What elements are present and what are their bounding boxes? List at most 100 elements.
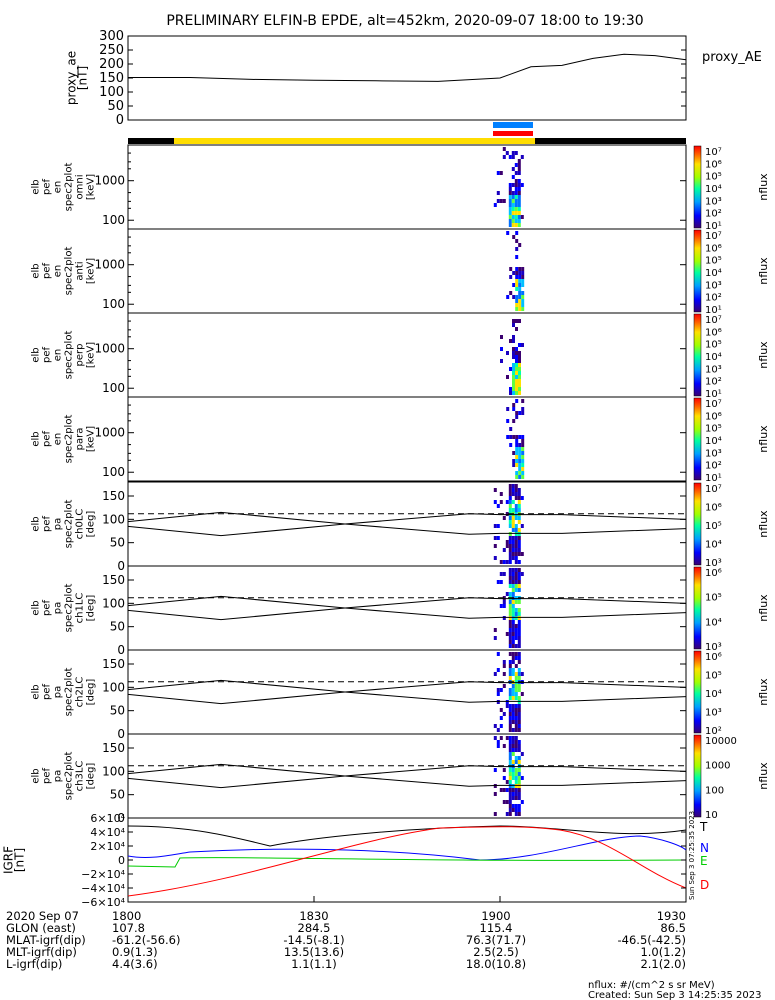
heatmap-cell bbox=[500, 347, 503, 351]
heatmap-cell bbox=[514, 203, 518, 207]
heatmap-cell bbox=[511, 712, 515, 716]
panel-ylabel-line: ch2LC bbox=[75, 677, 86, 708]
tick-label: 1000 bbox=[94, 258, 125, 272]
heatmap-cell bbox=[514, 600, 518, 604]
heatmap-cell bbox=[499, 604, 503, 608]
heatmap-cell bbox=[514, 516, 518, 520]
panel-ylabel-line: pa bbox=[53, 686, 64, 698]
colorbar-7: 10 100 1000 10000 nflux bbox=[693, 734, 770, 821]
heatmap-cell bbox=[511, 720, 515, 724]
heatmap-cell bbox=[514, 596, 518, 600]
heatmap-cell bbox=[515, 471, 519, 475]
colorbar-tick-label: 10¹ bbox=[705, 221, 722, 232]
panel-5: 0 50 100 150 elb pef pa spec2plot ch1LC [deg] bbox=[31, 565, 687, 657]
heatmap-cell bbox=[515, 299, 519, 303]
heatmap-cell bbox=[508, 808, 512, 812]
colorbar-tick-label: 10⁷ bbox=[705, 315, 722, 326]
heatmap-cell bbox=[511, 636, 515, 640]
heatmap-cell bbox=[515, 451, 519, 455]
heatmap-cell bbox=[518, 287, 522, 291]
heatmap-cell bbox=[509, 443, 513, 447]
heatmap-cell bbox=[518, 391, 521, 395]
heatmap-cell bbox=[508, 788, 512, 792]
heatmap-cell bbox=[521, 271, 525, 275]
heatmap-cell bbox=[512, 351, 515, 355]
heatmap-cell bbox=[508, 616, 512, 620]
heatmap-cell bbox=[518, 367, 521, 371]
heatmap-cell bbox=[511, 740, 515, 744]
heatmap-cell bbox=[514, 696, 518, 700]
heatmap-cell bbox=[496, 692, 500, 696]
heatmap-cell bbox=[515, 439, 519, 443]
heatmap-cell bbox=[517, 191, 521, 195]
heatmap-cell bbox=[520, 215, 524, 219]
heatmap-cell bbox=[517, 496, 521, 500]
heatmap-cell bbox=[512, 391, 515, 395]
heatmap-cell bbox=[521, 295, 525, 299]
heatmap-cell bbox=[508, 492, 512, 496]
heatmap-cell bbox=[502, 516, 506, 520]
heatmap-cell bbox=[508, 644, 512, 648]
heatmap-cell bbox=[508, 712, 512, 716]
heatmap-cell bbox=[517, 660, 521, 664]
heatmap bbox=[506, 231, 525, 311]
heatmap bbox=[493, 484, 524, 564]
panel-ylabel-line: pef bbox=[42, 600, 53, 617]
heatmap-cell bbox=[508, 496, 512, 500]
igrf-legend-T: T bbox=[699, 820, 708, 834]
heatmap-cell bbox=[505, 800, 509, 804]
ae-tick-label: 200 bbox=[99, 57, 124, 72]
heatmap-cell bbox=[518, 383, 521, 387]
heatmap-cell bbox=[514, 776, 518, 780]
table-row-label: L-igrf(dip) bbox=[6, 957, 62, 971]
anti-loss-cone-line bbox=[127, 681, 687, 705]
panel-4: 0 50 100 150 elb pef pa spec2plot ch0LC [deg] bbox=[31, 481, 687, 573]
heatmap-cell bbox=[517, 684, 521, 688]
heatmap-cell bbox=[518, 451, 522, 455]
igrf-legend-E: E bbox=[700, 854, 708, 868]
heatmap-cell bbox=[511, 556, 515, 560]
heatmap-cell bbox=[512, 459, 516, 463]
heatmap-cell bbox=[514, 183, 518, 187]
panel-frame bbox=[127, 144, 687, 230]
heatmap-cell bbox=[508, 740, 512, 744]
heatmap-cell bbox=[521, 303, 525, 307]
heatmap-cell bbox=[515, 355, 518, 359]
panel-ylabel-line: spec2plot bbox=[64, 247, 75, 296]
heatmap-cell bbox=[511, 768, 515, 772]
igrf-N-line bbox=[127, 835, 687, 861]
heatmap-cell bbox=[514, 179, 518, 183]
heatmap-cell bbox=[508, 796, 512, 800]
heatmap-cell bbox=[493, 736, 497, 740]
heatmap-cell bbox=[505, 700, 509, 704]
heatmap-cell bbox=[514, 556, 518, 560]
colorbar-tick-label: 10⁴ bbox=[705, 436, 722, 447]
panel-ylabel-line: pef bbox=[42, 263, 53, 280]
heatmap-cell bbox=[508, 620, 512, 624]
panel-ylabel-line: spec2plot bbox=[64, 584, 75, 633]
colorbar-label: nflux bbox=[757, 173, 770, 201]
panel-ylabel-line: ch0LC bbox=[75, 509, 86, 540]
heatmap-cell bbox=[511, 492, 515, 496]
heatmap-cell bbox=[517, 740, 521, 744]
heatmap-cell bbox=[493, 672, 497, 676]
heatmap-cell bbox=[511, 688, 515, 692]
heatmap-cell bbox=[508, 752, 512, 756]
heatmap-cell bbox=[518, 279, 522, 283]
colorbar-tick-label: 10⁵ bbox=[705, 424, 722, 435]
heatmap-cell bbox=[511, 588, 515, 592]
heatmap-cell bbox=[509, 367, 512, 371]
colorbar-tick-label: 10⁶ bbox=[705, 503, 722, 514]
heatmap-cell bbox=[520, 672, 524, 676]
heatmap-cell bbox=[511, 744, 515, 748]
heatmap-cell bbox=[518, 443, 522, 447]
heatmap bbox=[493, 147, 524, 227]
heatmap-cell bbox=[508, 576, 512, 580]
heatmap-cell bbox=[515, 383, 518, 387]
heatmap-cell bbox=[511, 784, 515, 788]
heatmap-cell bbox=[502, 548, 506, 552]
heatmap-cell bbox=[512, 339, 515, 343]
tick-label: 1000 bbox=[94, 426, 125, 440]
heatmap-cell bbox=[508, 624, 512, 628]
heatmap-cell bbox=[496, 700, 500, 704]
